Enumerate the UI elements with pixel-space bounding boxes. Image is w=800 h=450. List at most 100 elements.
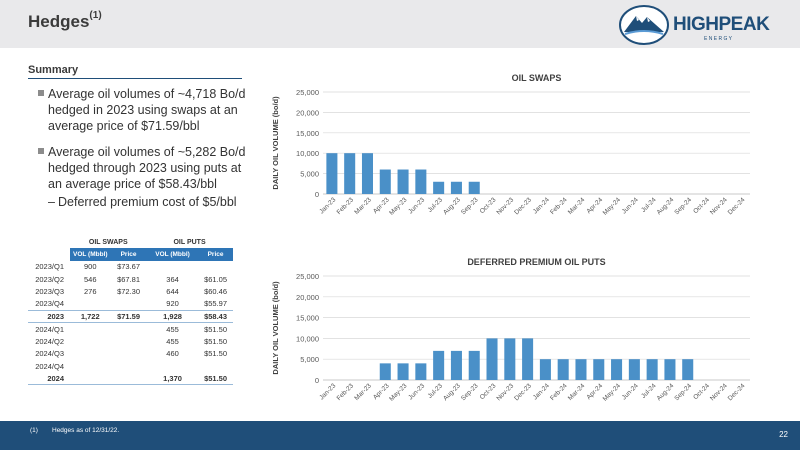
table-cell-swap-price (110, 372, 147, 386)
x-tick-label: May-24 (602, 382, 623, 403)
y-tick-label: 15,000 (296, 314, 319, 323)
bar-aug-24 (664, 359, 676, 380)
table-cell-swap-price (110, 297, 147, 311)
logo-wordmark: HIGHPEAK (673, 14, 770, 35)
table-cell-swap-price (111, 360, 147, 372)
table-cell-period: 2023/Q2 (35, 274, 64, 284)
deferred-premium-puts-chart-svg: DEFERRED PREMIUM OIL PUTS 0 5,000 10,000 15,… (271, 257, 750, 403)
bullet-swaps: Average oil volumes of ~4,718 Bo/d hedge… (38, 86, 253, 134)
table-row: 2023/Q1 900 $73.67 (28, 261, 233, 273)
page-title-text: Hedges (28, 12, 90, 31)
table-cell-swap-price: $71.59 (110, 310, 147, 324)
table-cell-swap-vol: 276 (84, 287, 97, 297)
bar-jun-23 (415, 363, 427, 380)
x-tick-label: Dec-24 (727, 196, 747, 216)
table-cell-put-price: $51.50 (204, 349, 228, 359)
y-axis-label: DAILY OIL VOLUME (bo/d) (271, 281, 280, 375)
table-cell-put-vol: 455 (166, 336, 179, 346)
x-tick-label: Feb-23 (336, 196, 356, 216)
x-tick-label: Jan-23 (318, 196, 337, 215)
bullet-puts-text: Average oil volumes of ~5,282 Bo/d hedge… (48, 145, 246, 191)
table-cell-put-price (199, 360, 233, 372)
table-cell-period: 2023/Q1 (35, 262, 64, 272)
table-cell-swap-vol (70, 372, 111, 386)
group-header-puts: OIL PUTS (173, 238, 206, 246)
bar-feb-23 (344, 153, 356, 194)
x-tick-label: Mar-23 (353, 196, 373, 216)
table-cell-period: 2024/Q1 (35, 324, 64, 334)
subbullet-premium-text: Deferred premium cost of $5/bbl (58, 195, 237, 209)
logo-subtext: E N E R G Y (704, 36, 733, 42)
x-tick-label: Aug-23 (442, 382, 462, 402)
bar-jul-24 (646, 359, 658, 380)
table-cell-put-vol: 1,928 (146, 310, 199, 324)
table-row: 2024/Q2 455 $51.50 (28, 335, 233, 347)
table-cell-swap-vol: 900 (84, 262, 97, 272)
bar-jul-23 (433, 350, 445, 380)
group-header-swaps: OIL SWAPS (88, 238, 128, 246)
hedges-table: OIL SWAPS OIL PUTS VOL (Mbbl) Price VOL … (28, 236, 233, 386)
bullet-puts: Average oil volumes of ~5,282 Bo/d hedge… (38, 144, 253, 192)
y-tick-label: 10,000 (296, 334, 319, 343)
x-tick-label: Jan-23 (318, 382, 337, 401)
bar-sep-24 (682, 359, 694, 380)
y-tick-label: 20,000 (296, 293, 319, 302)
bar-mar-24 (575, 359, 587, 380)
x-tick-label: Aug-23 (442, 196, 462, 216)
subbullet-premium: – Deferred premium cost of $5/bbl (38, 194, 253, 210)
table-cell-put-vol: 644 (166, 287, 179, 297)
x-tick-label: Nov-23 (495, 382, 515, 402)
table-cell-put-price (199, 261, 233, 273)
y-tick-label: 5,000 (300, 355, 319, 364)
table-cell-swap-vol: 546 (84, 274, 97, 284)
table-cell-put-price: $58.43 (198, 310, 233, 324)
y-tick-label: 0 (315, 376, 319, 385)
bar-may-24 (611, 359, 623, 380)
x-tick-label: Nov-24 (709, 382, 729, 402)
table-cell-swap-price: $67.81 (117, 274, 141, 284)
bar-dec-23 (522, 338, 534, 380)
x-tick-label: Feb-24 (549, 382, 569, 402)
bar-jul-23 (433, 181, 445, 194)
table-row: 2024 1,370 $51.50 (28, 372, 233, 386)
table-cell-put-price: $51.50 (198, 372, 233, 386)
x-tick-label: Oct-24 (692, 382, 711, 401)
col-header-swap-price: Price (110, 248, 147, 261)
x-tick-label: Aug-24 (656, 196, 676, 216)
bar-aug-23 (450, 350, 462, 380)
table-corner-2 (28, 248, 70, 261)
table-cell-put-price: $55.97 (198, 297, 233, 311)
bar-apr-23 (379, 169, 391, 194)
x-tick-label: Mar-23 (353, 382, 373, 402)
col-header-put-vol: VOL (Mbbl) (146, 248, 199, 261)
x-tick-label: Feb-23 (336, 382, 356, 402)
table-cell-swap-price: $72.30 (117, 287, 141, 297)
y-tick-label: 10,000 (296, 149, 319, 158)
table-row: 2023/Q2 546 $67.81 364 $61.05 (28, 273, 233, 285)
bar-sep-23 (468, 350, 480, 380)
dash-bullet-icon: – (48, 195, 55, 209)
table-cell-swap-vol (70, 360, 111, 372)
x-tick-label: May-23 (388, 196, 409, 217)
table-cell-period: 2023/Q4 (28, 297, 70, 311)
table-cell-swap-price (111, 323, 147, 335)
bar-jun-24 (628, 359, 640, 380)
table-cell-swap-price (111, 348, 147, 360)
x-tick-label: Jun-23 (407, 382, 426, 401)
table-row: 2023/Q3 276 $72.30 644 $60.46 (28, 286, 233, 298)
x-tick-label: Jan-24 (532, 196, 551, 215)
footnote-text: Hedges as of 12/31/22. (52, 427, 120, 434)
bar-jan-23 (326, 153, 338, 194)
summary-divider (28, 78, 242, 79)
y-tick-label: 20,000 (296, 108, 319, 117)
table-cell-put-price: $51.50 (204, 324, 228, 334)
table-corner (28, 236, 70, 248)
table-cell-period: 2023/Q3 (35, 287, 64, 297)
table-cell-swap-price: $73.67 (117, 262, 141, 272)
y-tick-label: 15,000 (296, 129, 319, 138)
x-tick-label: Sep-23 (460, 382, 480, 402)
highpeak-logo: HIGHPEAK E N E R G Y (619, 5, 771, 45)
table-cell-swap-price (111, 335, 147, 347)
summary-bullets: Average oil volumes of ~4,718 Bo/d hedge… (38, 86, 253, 210)
bullet-swaps-text: Average oil volumes of ~4,718 Bo/d hedge… (48, 87, 246, 133)
